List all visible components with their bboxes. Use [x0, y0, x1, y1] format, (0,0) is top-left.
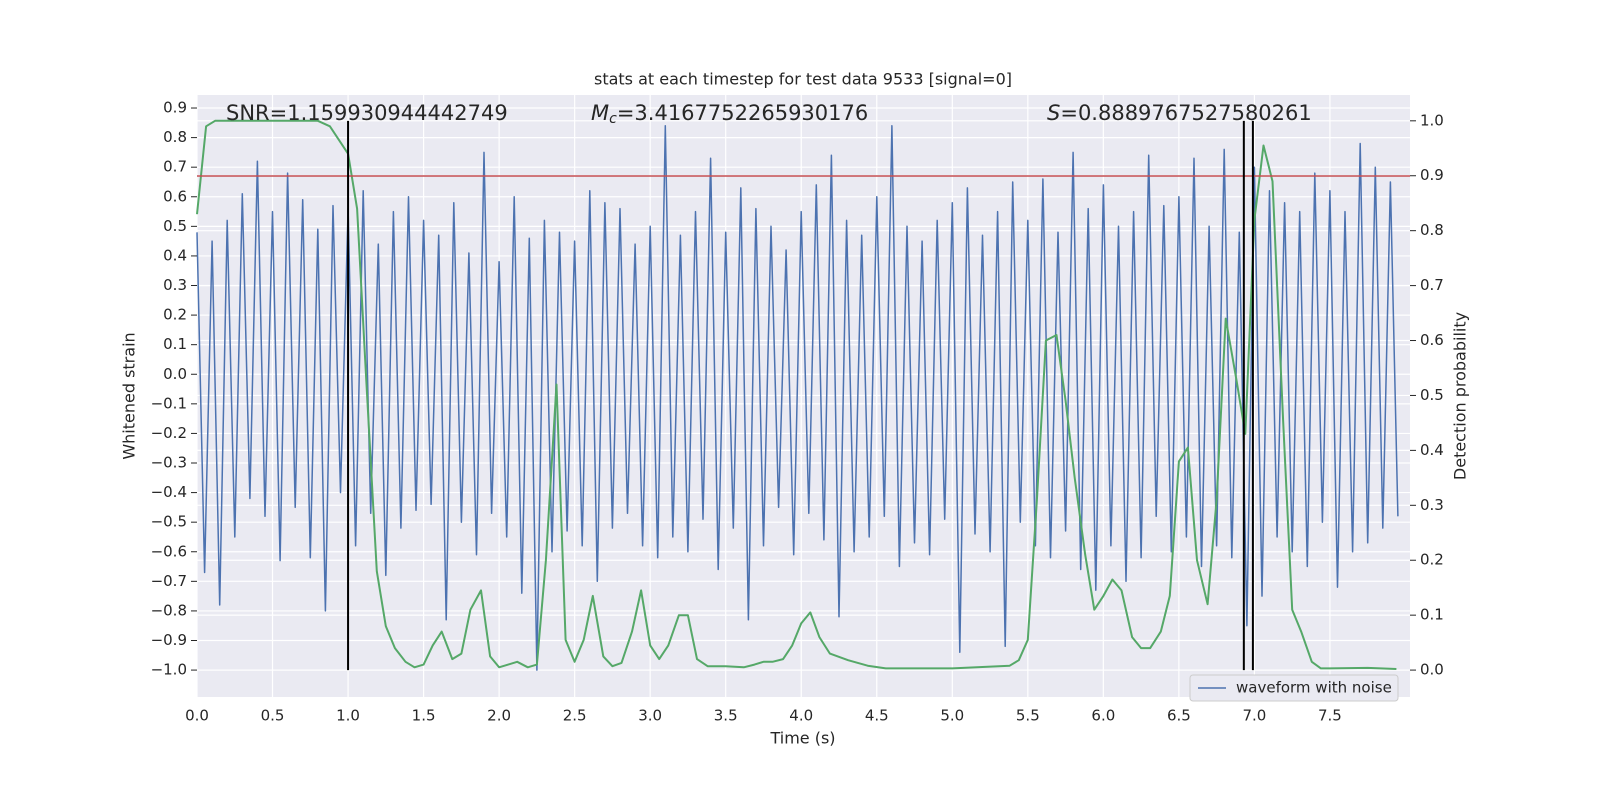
annotation-text: =3.4167752265930176: [617, 101, 868, 125]
x-tick-label: 0.5: [261, 707, 285, 725]
y-tick-label: −0.5: [151, 513, 187, 531]
y2-tick-label: 0.4: [1420, 441, 1444, 459]
y-tick-label: −0.7: [151, 572, 187, 590]
x-axis-label: Time (s): [769, 729, 835, 748]
annotation: SNR=1.159930944442749: [226, 101, 508, 125]
x-tick-label: 4.0: [789, 707, 813, 725]
legend-box: [1189, 674, 1399, 702]
x-tick-label: 1.5: [412, 707, 436, 725]
y2-tick-label: 0.7: [1420, 276, 1444, 294]
y2-tick-label: 0.0: [1420, 661, 1444, 679]
y-tick-label: −0.4: [151, 483, 187, 501]
x-tick-label: 3.5: [714, 707, 738, 725]
x-tick-label: 7.0: [1242, 707, 1266, 725]
y-tick-label: −0.6: [151, 542, 187, 560]
y2-tick-label: 0.5: [1420, 386, 1444, 404]
y-tick-label: 0.8: [163, 128, 187, 146]
y-tick-label: 0.0: [163, 365, 187, 383]
y-tick-label: 0.9: [163, 99, 187, 117]
annotation-symbol: M: [591, 101, 609, 125]
x-tick-label: 2.0: [487, 707, 511, 725]
x-tick-label: 5.5: [1016, 707, 1040, 725]
y-tick-label: −0.9: [151, 631, 187, 649]
annotation-text: SNR=1.159930944442749: [226, 101, 508, 125]
y-axis-label: Whitened strain: [120, 332, 139, 459]
x-tick-label: 2.5: [563, 707, 587, 725]
x-tick-label: 6.5: [1167, 707, 1191, 725]
x-tick-label: 4.5: [865, 707, 889, 725]
y-tick-label: 0.3: [163, 276, 187, 294]
waveform-line: [196, 125, 1399, 671]
y2-tick-label: 0.9: [1420, 166, 1444, 184]
x-tick-label: 5.0: [940, 707, 964, 725]
labels: 0.0 0.5 1.0 1.5 2.0 2.5 3.0 3.5 4.0 4.5 5.0 5.5 6.0 6…: [151, 99, 1444, 725]
y-tick-label: −0.3: [151, 454, 187, 472]
probability-line: [196, 119, 1397, 670]
chart-title: stats at each timestep for test data 953…: [594, 70, 1012, 89]
annotation: S=0.8889767527580261: [1047, 101, 1312, 125]
y-tick-label: −1.0: [151, 661, 187, 679]
y2-tick-label: 1.0: [1420, 111, 1444, 129]
y2-tick-label: 0.8: [1420, 221, 1444, 239]
annotation-symbol: S: [1047, 101, 1060, 125]
annotation-text: =0.8889767527580261: [1060, 101, 1311, 125]
y-tick-label: 0.2: [163, 306, 187, 324]
y2-tick-label: 0.3: [1420, 496, 1444, 514]
marks: [196, 119, 1410, 671]
y-tick-label: 0.7: [163, 158, 187, 176]
x-tick-label: 1.0: [336, 707, 360, 725]
y2-tick-label: 0.2: [1420, 551, 1444, 569]
y2-tick-label: 0.1: [1420, 606, 1444, 624]
y-tick-label: 0.4: [163, 246, 187, 264]
annotation: Mc=3.4167752265930176: [591, 101, 868, 127]
y-tick-label: −0.8: [151, 601, 187, 619]
y-tick-label: −0.2: [151, 424, 187, 442]
annotation-subscript: c: [609, 111, 617, 127]
y2-axis-label: Detection probability: [1451, 312, 1470, 480]
y2-tick-label: 0.6: [1420, 331, 1444, 349]
y-tick-label: 0.6: [163, 187, 187, 205]
y-tick-label: −0.1: [151, 394, 187, 412]
legend-label: waveform with noise: [1236, 679, 1392, 697]
legend: waveform with noise: [1189, 674, 1399, 702]
x-tick-label: 6.0: [1091, 707, 1115, 725]
y-tick-label: 0.1: [163, 335, 187, 353]
x-tick-label: 7.5: [1318, 707, 1342, 725]
y-tick-label: 0.5: [163, 217, 187, 235]
x-tick-label: 3.0: [638, 707, 662, 725]
x-tick-label: 0.0: [185, 707, 209, 725]
